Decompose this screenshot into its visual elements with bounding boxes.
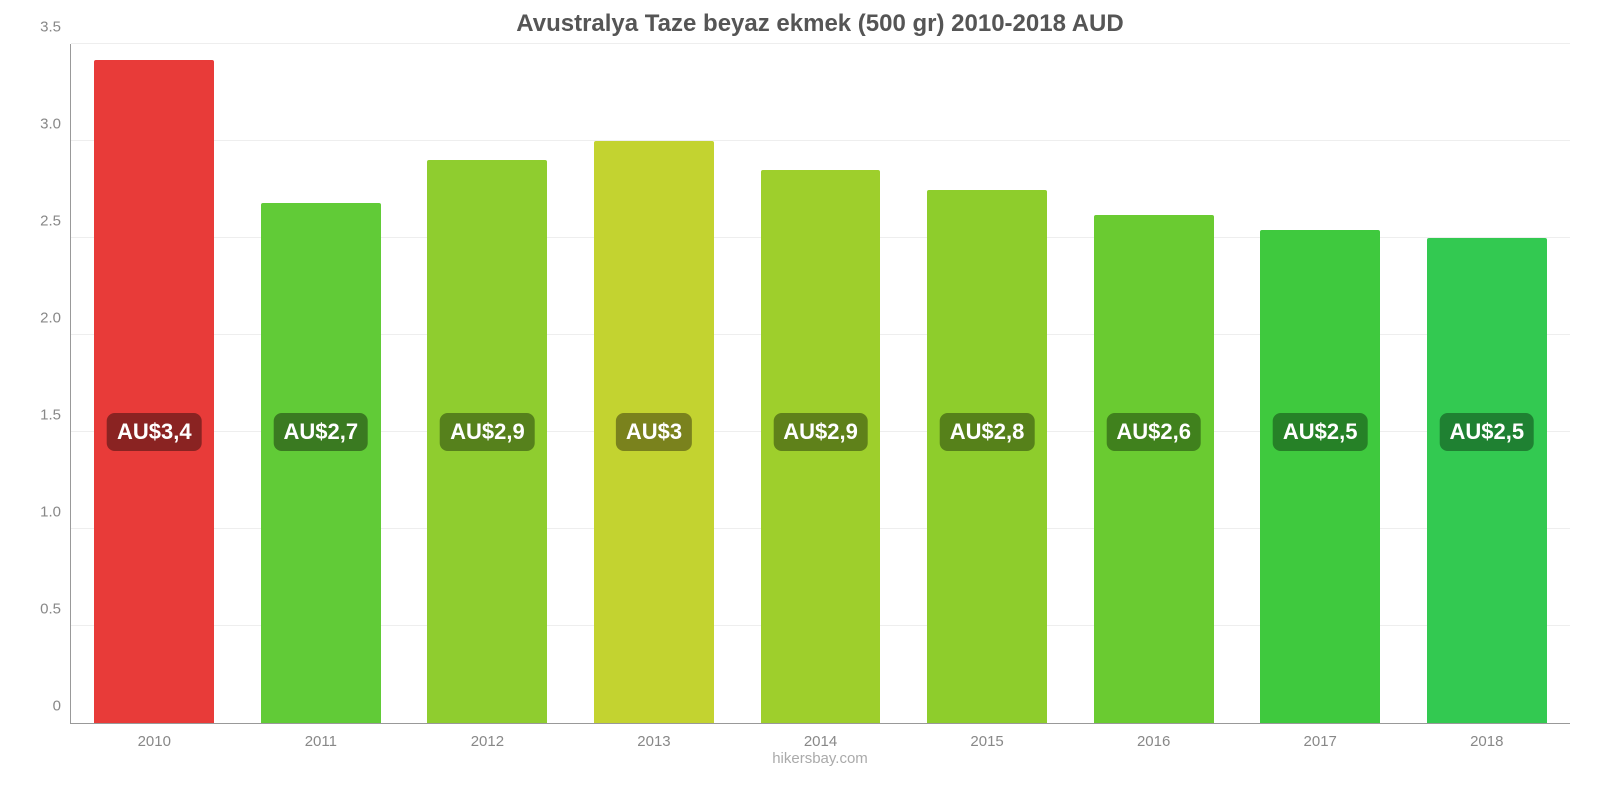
xtick-label: 2015 [970,723,1003,750]
bar-slot: AU$2,62016 [1070,44,1237,723]
ytick-label: 1.0 [40,504,71,521]
value-badge: AU$2,5 [1439,413,1534,451]
ytick-label: 3.0 [40,116,71,133]
bar: AU$2,8 [927,190,1047,724]
xtick-label: 2011 [305,723,337,750]
bar: AU$2,9 [427,160,547,723]
ytick-label: 0.5 [40,601,71,618]
value-badge: AU$2,9 [773,413,868,451]
bar-slot: AU$2,72011 [238,44,405,723]
value-badge: AU$2,7 [274,413,369,451]
ytick-label: 1.5 [40,407,71,424]
ytick-label: 2.5 [40,213,71,230]
bar-slot: AU$3,42010 [71,44,238,723]
xtick-label: 2014 [804,723,837,750]
xtick-label: 2010 [138,723,171,750]
ytick-label: 2.0 [40,310,71,327]
value-badge: AU$2,9 [440,413,535,451]
bar-chart: Avustralya Taze beyaz ekmek (500 gr) 201… [0,0,1600,800]
xtick-label: 2016 [1137,723,1170,750]
xtick-label: 2018 [1470,723,1503,750]
bar: AU$3,4 [94,60,214,723]
bar-slot: AU$2,92012 [404,44,571,723]
bar-slot: AU$2,52017 [1237,44,1404,723]
ytick-label: 0 [53,698,71,715]
ytick-label: 3.5 [40,19,71,36]
value-badge: AU$2,6 [1106,413,1201,451]
bar: AU$2,5 [1427,238,1547,723]
bar-slot: AU$2,52018 [1404,44,1571,723]
bar: AU$3 [594,141,714,723]
chart-title: Avustralya Taze beyaz ekmek (500 gr) 201… [70,10,1570,38]
value-badge: AU$3 [616,413,692,451]
value-badge: AU$2,5 [1273,413,1368,451]
xtick-label: 2013 [637,723,670,750]
bar-slot: AU$32013 [571,44,738,723]
plot-area: 00.51.01.52.02.53.03.5 AU$3,42010AU$2,72… [70,44,1570,724]
bar: AU$2,7 [261,203,381,723]
bar: AU$2,6 [1094,215,1214,723]
source-label: hikersbay.com [70,750,1570,767]
bar: AU$2,5 [1260,230,1380,723]
bars-container: AU$3,42010AU$2,72011AU$2,92012AU$32013AU… [71,44,1570,723]
value-badge: AU$2,8 [940,413,1035,451]
xtick-label: 2012 [471,723,504,750]
bar-slot: AU$2,82015 [904,44,1071,723]
xtick-label: 2017 [1304,723,1337,750]
bar-slot: AU$2,92014 [737,44,904,723]
bar: AU$2,9 [761,170,881,723]
value-badge: AU$3,4 [107,413,202,451]
